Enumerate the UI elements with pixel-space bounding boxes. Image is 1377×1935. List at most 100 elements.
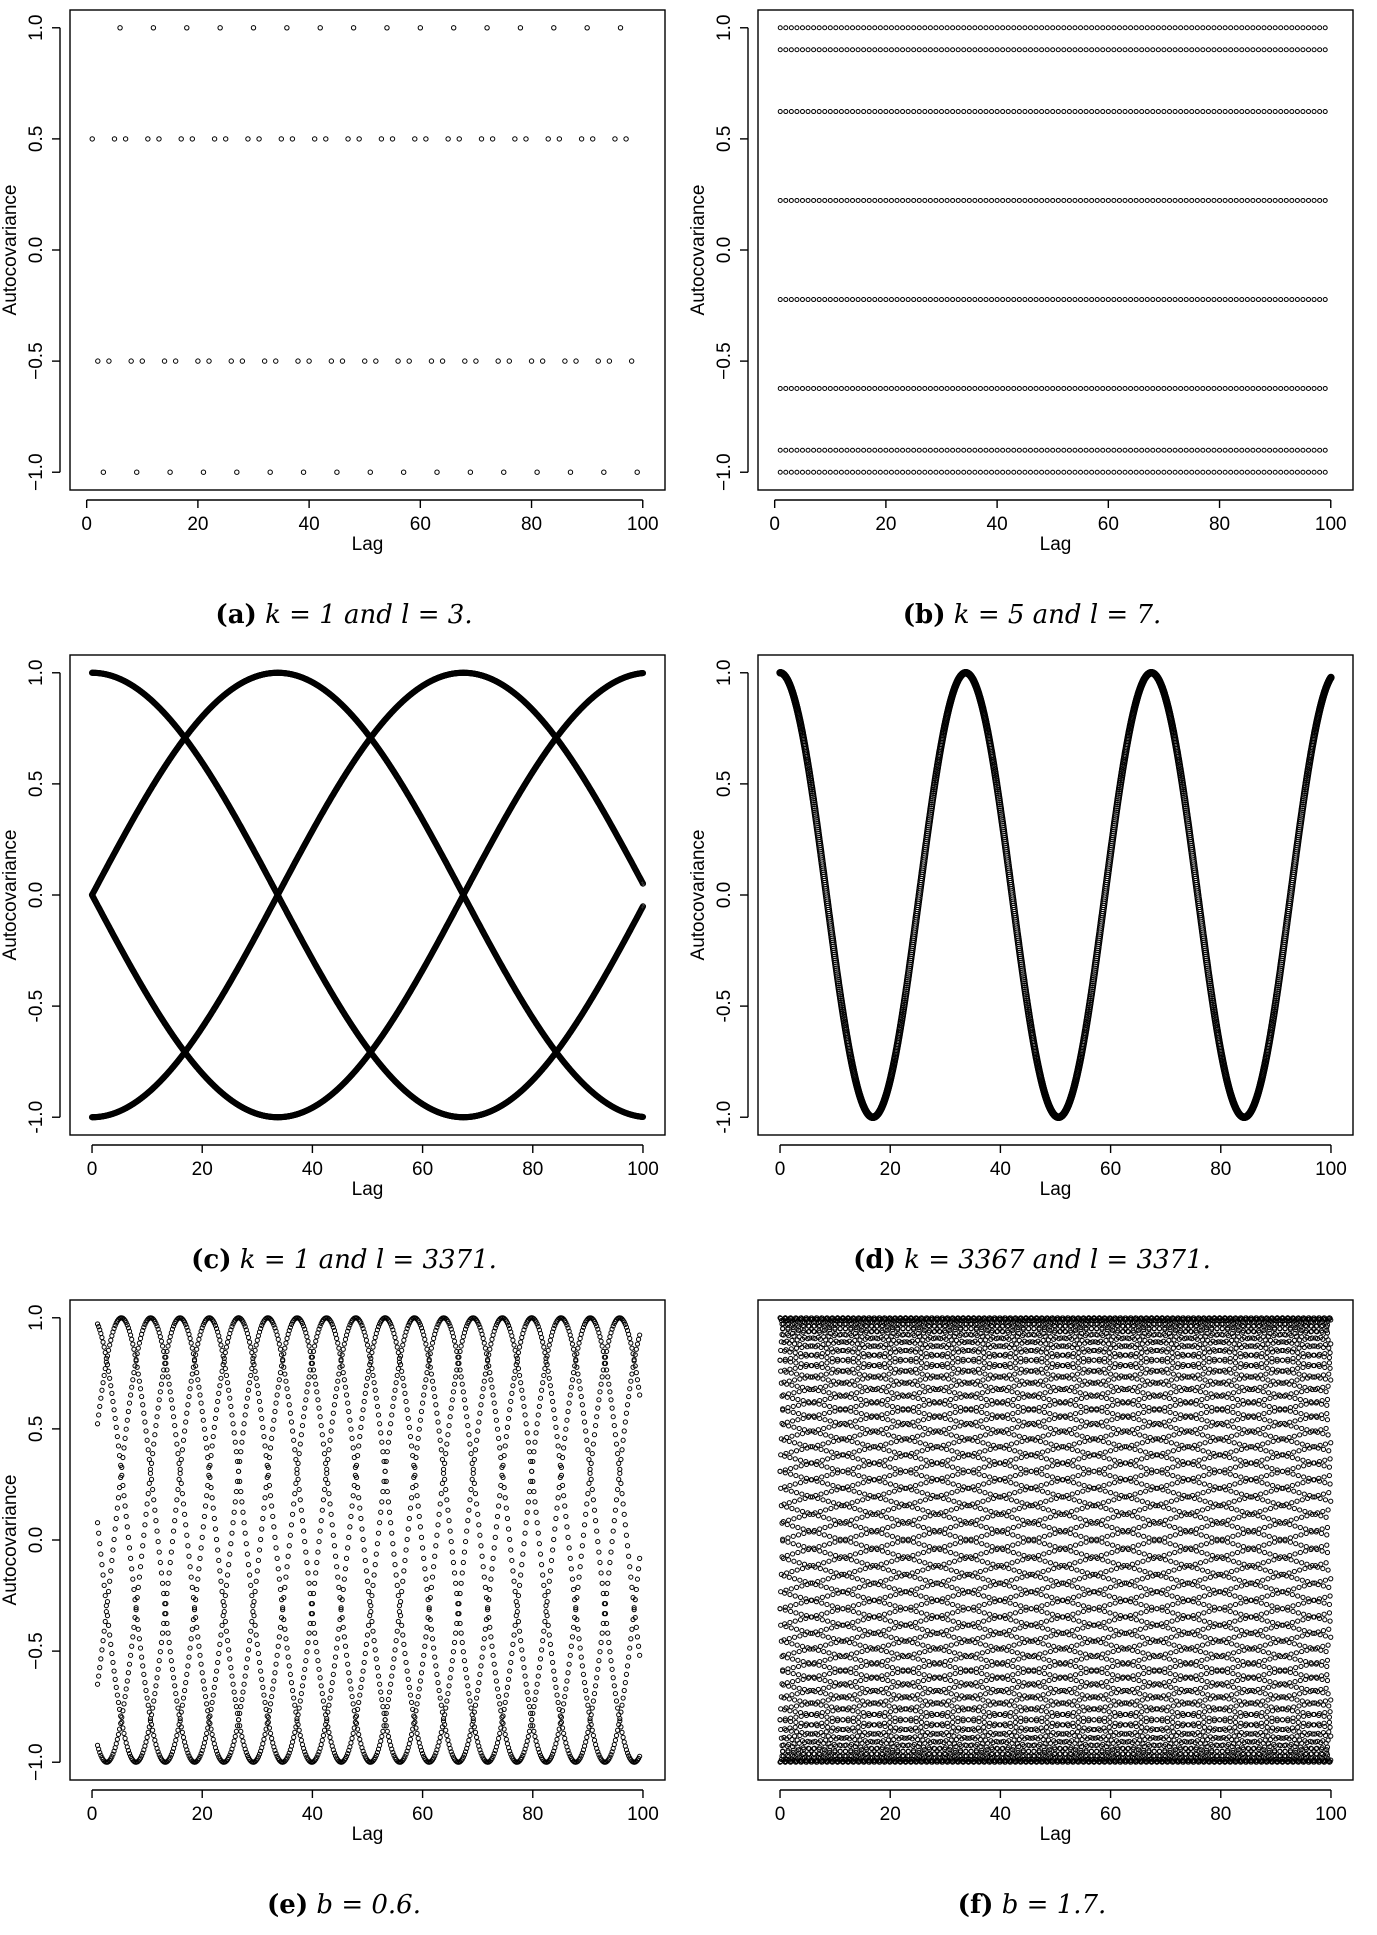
data-point (1300, 469, 1306, 475)
data-point (1317, 47, 1323, 53)
data-point (495, 358, 501, 364)
data-point (1011, 109, 1017, 115)
data-point (1061, 297, 1067, 303)
data-point (933, 447, 939, 453)
data-point (816, 197, 822, 203)
data-point (311, 136, 318, 142)
data-point (894, 297, 900, 303)
data-point (1111, 109, 1117, 115)
data-point (883, 109, 889, 115)
data-point (1105, 25, 1111, 31)
data-point (239, 358, 246, 364)
plot-frame (757, 654, 1354, 1136)
data-point (894, 447, 900, 453)
data-point (1044, 469, 1050, 475)
data-point (955, 25, 961, 31)
data-point (1283, 297, 1289, 303)
data-point (866, 109, 872, 115)
data-point (1222, 25, 1228, 31)
data-point (1139, 447, 1145, 453)
data-point (1128, 447, 1134, 453)
data-point (1150, 25, 1156, 31)
data-point (1300, 197, 1306, 203)
data-point (1183, 385, 1189, 391)
y-tick-label: 1.0 (26, 660, 47, 686)
data-point (1306, 385, 1312, 391)
data-point (1183, 47, 1189, 53)
caption-c: (c) k = 1 and l = 3371. (191, 1245, 497, 1275)
data-point (1244, 197, 1250, 203)
data-point (1122, 385, 1128, 391)
data-point (1150, 109, 1156, 115)
data-point (1016, 385, 1022, 391)
data-point (905, 109, 911, 115)
data-point (1116, 447, 1122, 453)
x-axis: 0 20 40 60 80 100 (81, 499, 659, 535)
data-point (1044, 109, 1050, 115)
data-point (1250, 469, 1256, 475)
data-point (1139, 469, 1145, 475)
data-point (1055, 25, 1061, 31)
data-point (900, 297, 906, 303)
data-point (850, 25, 856, 31)
data-point (1083, 469, 1089, 475)
data-point (445, 136, 451, 142)
data-point (927, 109, 933, 115)
data-point (1283, 109, 1289, 115)
data-point (833, 469, 839, 475)
data-point (300, 469, 307, 475)
data-point (1116, 197, 1122, 203)
panel-a: 0 20 40 60 80 100 Lag −1.0 −0.5 0.0 0.5 1.0 Autocova… (0, 0, 688, 645)
data-point (788, 385, 794, 391)
data-point (323, 136, 329, 142)
data-point (1100, 469, 1106, 475)
data-point (1100, 447, 1106, 453)
data-point (905, 385, 911, 391)
data-point (1267, 197, 1273, 203)
data-point (922, 385, 928, 391)
data-point (1033, 447, 1039, 453)
data-point (1161, 385, 1167, 391)
data-point (1267, 447, 1273, 453)
data-point (273, 358, 279, 364)
data-point (850, 447, 856, 453)
data-point (911, 197, 917, 203)
data-point (989, 297, 995, 303)
data-point (1083, 297, 1089, 303)
x-tick-label: 80 (521, 514, 542, 535)
data-point (1306, 297, 1312, 303)
data-point (534, 469, 540, 475)
data-point (562, 358, 568, 364)
data-point (877, 385, 883, 391)
data-point (1172, 447, 1178, 453)
data-point (1306, 25, 1312, 31)
data-point (983, 447, 989, 453)
data-point (1144, 297, 1150, 303)
data-point (1178, 25, 1184, 31)
data-point (1022, 447, 1028, 453)
data-point (1294, 469, 1300, 475)
data-point (1183, 25, 1189, 31)
data-point (1150, 447, 1156, 453)
data-point (1083, 197, 1089, 203)
data-point (89, 136, 95, 142)
data-point (822, 469, 828, 475)
data-point (1083, 447, 1089, 453)
data-point (1250, 25, 1256, 31)
x-tick-label: 100 (627, 514, 659, 535)
data-point (1139, 47, 1145, 53)
data-point (983, 47, 989, 53)
data-point (178, 136, 184, 142)
y-axis: −1.0−0.50.00.51.0 (714, 15, 749, 491)
data-point (833, 297, 839, 303)
data-point (1105, 197, 1111, 203)
data-point (855, 109, 861, 115)
data-point (1322, 469, 1328, 475)
data-point (1228, 385, 1234, 391)
data-point (1311, 385, 1317, 391)
x-tick-label: 20 (875, 514, 896, 535)
data-point (1250, 385, 1256, 391)
data-point (827, 297, 833, 303)
data-point (844, 197, 850, 203)
data-point (1294, 109, 1300, 115)
